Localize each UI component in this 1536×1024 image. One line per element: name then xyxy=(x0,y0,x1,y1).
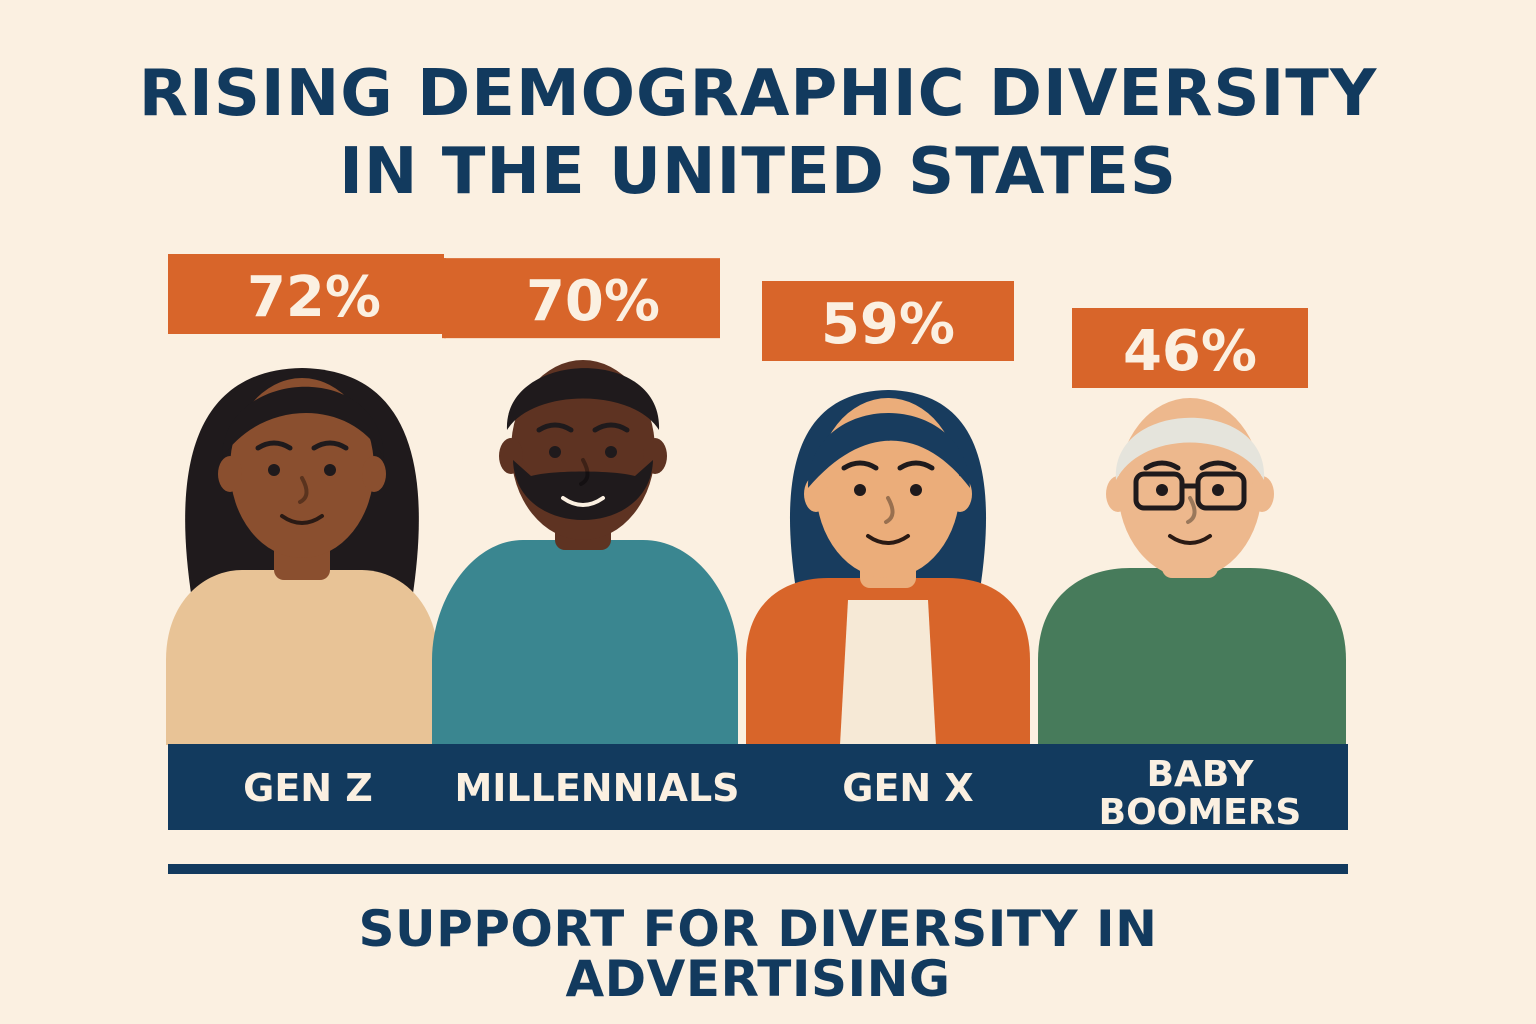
eye-right xyxy=(910,484,922,496)
hair-top xyxy=(506,368,660,430)
chart-title-line-1: RISING DEMOGRAPHIC DIVERSITY xyxy=(138,57,1378,131)
value-box-0 xyxy=(168,254,444,334)
shirt xyxy=(1038,568,1346,745)
figure-gen-z xyxy=(166,368,438,745)
brow-right xyxy=(1199,460,1237,471)
value-label-3: 46% xyxy=(1123,319,1257,384)
shirt xyxy=(432,540,738,745)
mouth xyxy=(561,496,605,507)
eye-right xyxy=(605,446,617,458)
mouth xyxy=(1168,534,1212,545)
value-box-2 xyxy=(762,281,1014,361)
value-box-joint xyxy=(442,258,446,339)
value-box-1 xyxy=(444,258,720,339)
face xyxy=(230,378,374,558)
ear-left xyxy=(218,456,242,492)
nose xyxy=(298,476,309,504)
brow-left xyxy=(841,460,879,471)
eye-left xyxy=(854,484,866,496)
figure-baby-boomers xyxy=(1038,398,1346,745)
eye-right xyxy=(1212,484,1224,496)
brow-left xyxy=(536,422,574,433)
nose xyxy=(884,496,895,524)
glasses-left xyxy=(1133,471,1185,511)
eye-left xyxy=(268,464,280,476)
category-label-0: GEN Z xyxy=(243,766,373,810)
ear-right xyxy=(362,456,386,492)
category-label-3-line-2: BOOMERS xyxy=(1099,792,1302,833)
beard xyxy=(513,460,653,520)
nose xyxy=(579,458,590,486)
value-label-0: 72% xyxy=(247,265,381,330)
value-label-2: 59% xyxy=(821,292,955,357)
nose xyxy=(1186,496,1197,524)
figure-gen-x xyxy=(746,390,1030,745)
inner-shirt xyxy=(840,600,936,745)
ear-left xyxy=(804,476,828,512)
eye-right xyxy=(324,464,336,476)
shirt xyxy=(166,570,438,745)
chart-subtitle: SUPPORT FOR DIVERSITY IN ADVERTISING xyxy=(358,900,1158,1008)
category-label-3-line-1: BABY xyxy=(1147,754,1255,795)
value-label-1: 70% xyxy=(526,269,660,334)
mouth xyxy=(280,514,324,525)
hair-top xyxy=(808,413,970,488)
brow-left xyxy=(255,440,293,451)
ear-left xyxy=(1106,476,1130,512)
category-label-2: GEN X xyxy=(842,766,973,810)
eye-left xyxy=(1156,484,1168,496)
chart-title-line-2: IN THE UNITED STATES xyxy=(339,135,1177,209)
eye-left xyxy=(549,446,561,458)
hair-top xyxy=(1115,417,1265,480)
figure-millennials xyxy=(432,360,738,745)
brow-right xyxy=(311,440,349,451)
divider-line xyxy=(168,864,1348,874)
brow-left xyxy=(1143,460,1181,471)
ear-right xyxy=(948,476,972,512)
ear-right xyxy=(1250,476,1274,512)
category-label-1: MILLENNIALS xyxy=(454,766,739,810)
value-box-3 xyxy=(1072,308,1308,388)
category-band xyxy=(168,744,1348,830)
brow-right xyxy=(897,460,935,471)
mouth xyxy=(866,534,910,545)
glasses-right xyxy=(1195,471,1247,511)
hair-top xyxy=(222,386,384,458)
brow-right xyxy=(592,422,630,433)
